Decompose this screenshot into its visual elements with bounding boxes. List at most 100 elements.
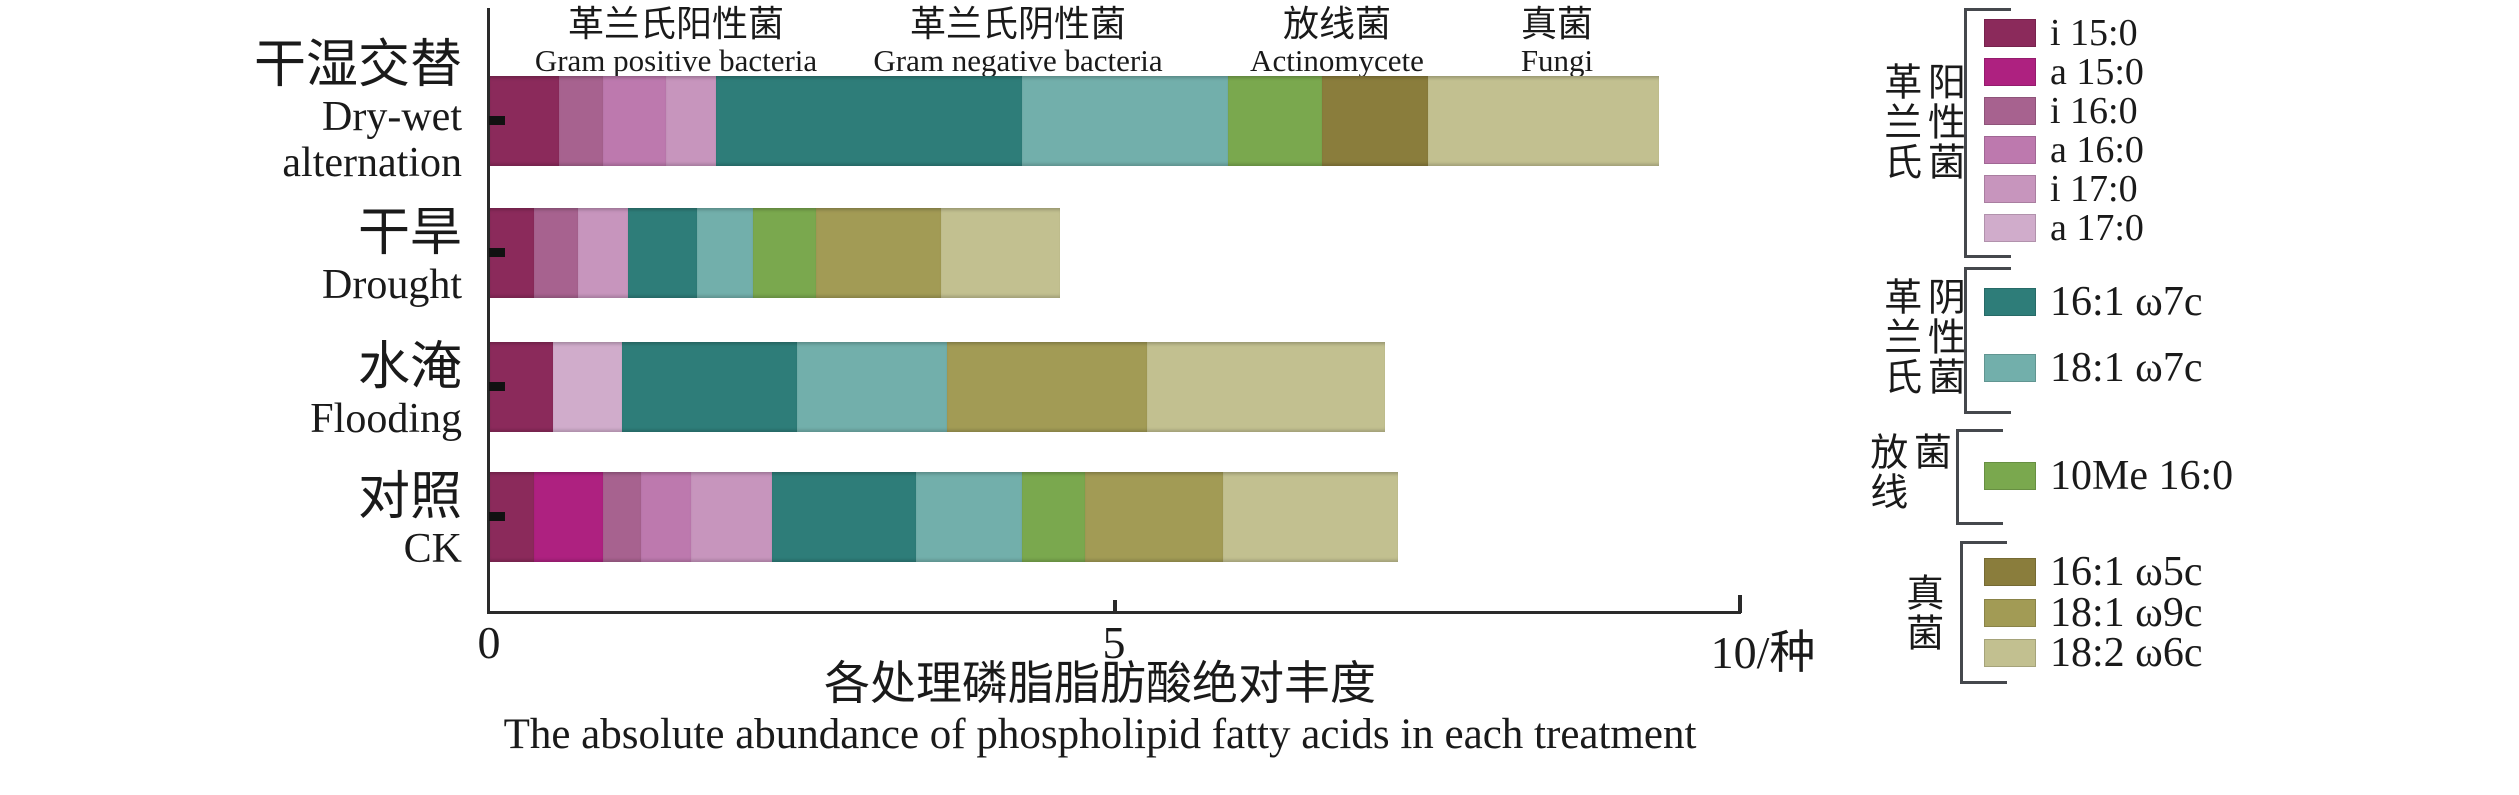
column-header-zh: 真菌 <box>1520 4 1594 44</box>
legend-swatch-i-15-0 <box>1984 19 2036 47</box>
legend-label-10Me-16-0: 10Me 16:0 <box>2050 453 2234 499</box>
bar-segment-10Me-16-0 <box>1022 472 1085 562</box>
bar-segment-16-1-ω7c <box>716 76 1022 166</box>
legend-item-a-16-0: a 16:0 <box>1984 129 2144 171</box>
caption-en: The absolute abundance of phospholipid f… <box>503 711 1697 758</box>
bar-segment-a-17-0 <box>553 342 622 432</box>
legend-swatch-a-17-0 <box>1984 214 2036 242</box>
legend-item-16-1-ω5c: 16:1 ω5c <box>1984 549 2202 595</box>
legend-item-10Me-16-0: 10Me 16:0 <box>1984 453 2234 499</box>
legend-group-label-1: 革兰氏 阳性菌 <box>1877 62 1964 182</box>
legend-group-bracket-3 <box>1956 429 2003 525</box>
legend-label-18-1-ω7c: 18:1 ω7c <box>2050 345 2203 391</box>
bar-segment-10Me-16-0 <box>753 208 816 298</box>
column-header-zh: 革兰氏阴性菌 <box>909 4 1127 44</box>
y-axis-tick-4 <box>489 512 505 521</box>
legend-swatch-10Me-16-0 <box>1984 462 2036 490</box>
treatment-label-en: alternation <box>282 140 462 186</box>
x-tick-label-0: 0 <box>477 617 501 668</box>
legend-item-a-15-0: a 15:0 <box>1984 51 2144 93</box>
legend-swatch-18-2-ω6c <box>1984 639 2036 667</box>
bar-4 <box>490 472 1398 562</box>
legend-label-16-1-ω7c: 16:1 ω7c <box>2050 279 2203 325</box>
legend-item-i-15-0: i 15:0 <box>1984 12 2138 54</box>
legend-label-i-16-0: i 16:0 <box>2050 90 2138 132</box>
y-axis-tick-1 <box>489 116 505 125</box>
legend-item-18-1-ω7c: 18:1 ω7c <box>1984 345 2203 391</box>
column-header-zh: 放线菌 <box>1282 4 1392 44</box>
legend-label-a-16-0: a 16:0 <box>2050 129 2144 171</box>
legend-item-18-1-ω9c: 18:1 ω9c <box>1984 590 2202 636</box>
x-tick-label-5: 5 <box>1102 617 1126 668</box>
bar-segment-a-16-0 <box>603 76 666 166</box>
bar-1 <box>490 76 1659 166</box>
treatment-label-en: Dry-wet <box>322 94 462 140</box>
bar-segment-18-1-ω7c <box>797 342 947 432</box>
column-header-en: Fungi <box>1520 43 1594 78</box>
column-header-1: 革兰氏阳性菌 Gram positive bacteria <box>535 4 817 78</box>
legend-label-a-17-0: a 17:0 <box>2050 207 2144 249</box>
bar-segment-18-1-ω7c <box>916 472 1022 562</box>
legend-group-label-3: 放线 菌 <box>1863 432 1950 512</box>
y-axis-tick-2 <box>489 248 505 257</box>
treatment-label-4: 对照 CK <box>0 470 462 573</box>
x-axis-tick-5 <box>1113 600 1117 613</box>
treatment-label-1: 干湿交替 Dry-wet alternation <box>0 37 462 187</box>
legend-item-i-16-0: i 16:0 <box>1984 90 2138 132</box>
legend-swatch-i-17-0 <box>1984 175 2036 203</box>
treatment-label-zh: 水淹 <box>357 339 462 396</box>
treatment-label-en: Flooding <box>310 396 462 442</box>
bar-2 <box>490 208 1060 298</box>
legend-item-a-17-0: a 17:0 <box>1984 207 2144 249</box>
bar-segment-18-2-ω6c <box>1223 472 1398 562</box>
bar-segment-18-1-ω7c <box>1022 76 1228 166</box>
legend-swatch-16-1-ω7c <box>1984 288 2036 316</box>
treatment-label-3: 水淹 Flooding <box>0 339 462 443</box>
legend-swatch-a-15-0 <box>1984 58 2036 86</box>
bar-3 <box>490 342 1385 432</box>
caption-zh: 各处理磷脂脂肪酸绝对丰度 <box>824 658 1376 709</box>
bar-segment-18-2-ω6c <box>941 208 1060 298</box>
bar-segment-i-17-0 <box>666 76 716 166</box>
treatment-label-zh: 干湿交替 <box>253 37 462 94</box>
legend-swatch-i-16-0 <box>1984 97 2036 125</box>
legend-label-a-15-0: a 15:0 <box>2050 51 2144 93</box>
bar-segment-16-1-ω5c <box>1322 76 1428 166</box>
treatment-label-2: 干旱 Drought <box>0 205 462 309</box>
legend-group-label-4: 真菌 <box>1899 573 1942 653</box>
bar-segment-18-1-ω7c <box>697 208 753 298</box>
legend-group-label-2: 革兰氏 阴性菌 <box>1877 277 1964 397</box>
x-axis-tick-10 <box>1738 595 1742 613</box>
bar-segment-18-2-ω6c <box>1147 342 1385 432</box>
legend-swatch-16-1-ω5c <box>1984 558 2036 586</box>
treatment-label-en: Drought <box>322 262 462 308</box>
bar-segment-i-16-0 <box>603 472 641 562</box>
column-header-zh: 革兰氏阳性菌 <box>567 4 784 44</box>
bar-segment-18-1-ω9c <box>816 208 941 298</box>
bar-segment-16-1-ω7c <box>622 342 797 432</box>
column-header-3: 放线菌 Actinomycete <box>1250 4 1424 78</box>
treatment-label-en: CK <box>403 526 462 572</box>
legend-group-bracket-2 <box>1964 267 2011 414</box>
caption: 各处理磷脂脂肪酸绝对丰度 The absolute abundance of p… <box>400 658 1800 760</box>
treatment-label-zh: 干旱 <box>357 205 462 262</box>
legend-swatch-18-1-ω9c <box>1984 599 2036 627</box>
column-header-en: Actinomycete <box>1250 43 1424 78</box>
bar-segment-18-1-ω9c <box>947 342 1147 432</box>
y-axis-tick-3 <box>489 382 505 391</box>
column-header-2: 革兰氏阴性菌 Gram negative bacteria <box>873 4 1162 78</box>
x-tick-label-10: 10/种 <box>1710 627 1816 678</box>
bar-segment-a-15-0 <box>534 472 603 562</box>
bar-segment-16-1-ω7c <box>628 208 697 298</box>
legend-label-i-15-0: i 15:0 <box>2050 12 2138 54</box>
bar-segment-i-16-0 <box>534 208 578 298</box>
bar-segment-18-2-ω6c <box>1428 76 1659 166</box>
legend-swatch-18-1-ω7c <box>1984 354 2036 382</box>
bar-segment-i-16-0 <box>559 76 603 166</box>
legend-swatch-a-16-0 <box>1984 136 2036 164</box>
bar-segment-i-17-0 <box>578 208 628 298</box>
column-header-en: Gram negative bacteria <box>873 43 1163 78</box>
legend-item-18-2-ω6c: 18:2 ω6c <box>1984 630 2202 676</box>
column-header-4: 真菌 Fungi <box>1521 4 1593 78</box>
bar-segment-a-16-0 <box>641 472 691 562</box>
